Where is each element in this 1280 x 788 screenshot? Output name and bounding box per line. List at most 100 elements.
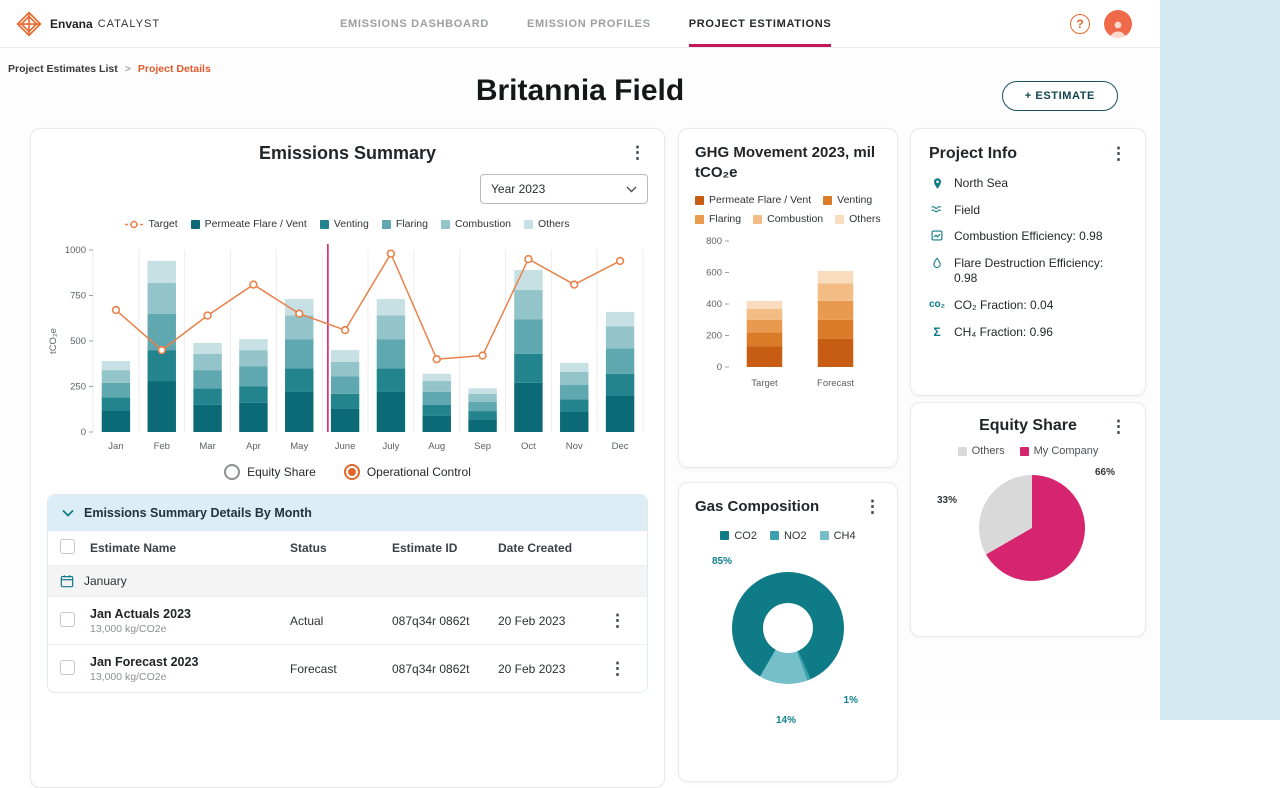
col-date-created: Date Created <box>498 541 573 555</box>
row-kebab-icon[interactable]: ⋮ <box>609 659 626 678</box>
main-nav: EMISSIONS DASHBOARD EMISSION PROFILES PR… <box>340 0 832 47</box>
radio-equity-share[interactable]: Equity Share <box>224 464 316 480</box>
svg-text:Feb: Feb <box>154 441 170 452</box>
legend-target: Target <box>125 218 178 230</box>
svg-text:Target: Target <box>751 378 778 389</box>
row-checkbox[interactable] <box>60 659 75 675</box>
gas-composition-title: Gas Composition <box>695 498 820 515</box>
radio-circle-icon <box>224 464 241 480</box>
emissions-legend: Target Permeate Flare / Vent Venting Fla… <box>47 218 648 230</box>
nav-project-estimations[interactable]: PROJECT ESTIMATIONS <box>688 0 832 47</box>
table-header-row: Estimate Name Status Estimate ID Date Cr… <box>48 531 647 565</box>
legend-venting: Venting <box>823 194 872 206</box>
info-item-ch4-fraction: Σ CH₄ Fraction: 0.96 <box>929 325 1127 341</box>
breadcrumb: Project Estimates List > Project Details <box>8 63 211 75</box>
legend-permeate-flare-vent: Permeate Flare / Vent <box>190 218 307 230</box>
flare-destruction-icon <box>929 256 945 270</box>
chevron-down-icon <box>62 509 74 517</box>
svg-text:Apr: Apr <box>246 441 261 452</box>
brand-name: Envana <box>50 16 93 31</box>
svg-text:400: 400 <box>706 299 722 310</box>
breadcrumb-project-details[interactable]: Project Details <box>137 63 211 75</box>
sigma-icon: Σ <box>933 324 941 339</box>
legend-no2: NO2 <box>769 530 807 542</box>
donut-hole <box>763 602 813 653</box>
table-row[interactable]: Jan Forecast 2023 13,000 kg/CO2e Forecas… <box>48 644 647 692</box>
nav-emissions-dashboard[interactable]: EMISSIONS DASHBOARD <box>340 17 489 30</box>
details-collapse-header[interactable]: Emissions Summary Details By Month <box>48 495 647 531</box>
equity-share-card: Equity Share ⋮ Others My Company 66% 33% <box>910 402 1146 637</box>
ghg-movement-title: GHG Movement 2023, mil tCO₂e <box>695 144 876 181</box>
info-item-co2-fraction: co₂ CO₂ Fraction: 0.04 <box>928 297 1054 312</box>
gas-composition-card: Gas Composition ⋮ CO2 NO2 CH4 85% 1% 14% <box>678 482 898 782</box>
legend-co2: CO2 <box>720 530 757 542</box>
legend-others: Others <box>957 445 1005 457</box>
kebab-menu-icon[interactable]: ⋮ <box>1110 417 1127 436</box>
legend-permeate-flare-vent: Permeate Flare / Vent <box>695 194 811 206</box>
calendar-icon <box>60 575 74 588</box>
breadcrumb-separator: > <box>124 63 131 75</box>
emissions-summary-chart: 0 250 500 750 1000 Jan Feb Mar Apr May June July Aug… <box>48 244 644 452</box>
month-group-january[interactable]: January <box>48 565 647 596</box>
co2-icon: co₂ <box>928 298 946 310</box>
location-pin-icon <box>929 176 945 191</box>
ghg-movement-card: GHG Movement 2023, mil tCO₂e Permeate Fl… <box>678 128 898 468</box>
add-estimate-button[interactable]: + ESTIMATE <box>1001 81 1118 111</box>
table-row[interactable]: Jan Actuals 2023 13,000 kg/CO2e Actual 0… <box>48 596 647 644</box>
field-icon <box>929 203 945 215</box>
emissions-summary-card: Emissions Summary ⋮ Year 2023 Target Per… <box>30 128 665 788</box>
svg-text:July: July <box>382 441 399 452</box>
brand[interactable]: Envana CATALYST <box>0 10 230 37</box>
svg-text:Sep: Sep <box>474 441 491 452</box>
kebab-menu-icon[interactable]: ⋮ <box>629 143 646 162</box>
donut-label-ch4: 14% <box>776 714 797 726</box>
kebab-menu-icon[interactable]: ⋮ <box>864 497 881 517</box>
legend-combustion: Combustion <box>440 218 511 230</box>
page-title: Britannia Field <box>475 74 685 107</box>
svg-text:May: May <box>290 441 308 452</box>
svg-text:0: 0 <box>81 427 86 438</box>
col-estimate-name: Estimate Name <box>90 541 177 555</box>
select-all-checkbox[interactable] <box>60 539 75 554</box>
svg-text:Aug: Aug <box>428 441 445 452</box>
ownership-radio-group: Equity Share Operational Control <box>47 464 648 480</box>
svg-text:500: 500 <box>70 336 86 347</box>
nav-emission-profiles[interactable]: EMISSION PROFILES <box>526 17 651 30</box>
target-line-icon <box>125 220 144 228</box>
gas-legend: CO2 NO2 CH4 <box>695 530 881 542</box>
radio-operational-control[interactable]: Operational Control <box>343 464 471 480</box>
help-icon[interactable]: ? <box>1070 13 1090 34</box>
app-window: Envana CATALYST EMISSIONS DASHBOARD EMIS… <box>0 0 1160 720</box>
equity-share-chart: 66% 33% <box>927 465 1131 591</box>
avatar[interactable] <box>1104 9 1132 38</box>
col-status: Status <box>290 541 327 555</box>
svg-text:250: 250 <box>70 382 86 393</box>
breadcrumb-project-estimates-list[interactable]: Project Estimates List <box>8 63 118 75</box>
project-info-list: North Sea Field Combustion Efficiency: 0… <box>929 176 1127 340</box>
legend-flaring: Flaring <box>381 218 428 230</box>
kebab-menu-icon[interactable]: ⋮ <box>1110 144 1127 163</box>
donut-label-no2: 1% <box>843 694 858 706</box>
chevron-down-icon <box>626 186 637 192</box>
row-kebab-icon[interactable]: ⋮ <box>609 611 626 630</box>
ghg-movement-chart: 0 200 400 600 800 Target Forecast <box>706 236 854 389</box>
col-estimate-id: Estimate ID <box>392 541 458 555</box>
project-info-title: Project Info <box>929 145 1018 162</box>
year-filter-select[interactable]: Year 2023 <box>480 174 648 204</box>
equity-legend: Others My Company <box>927 445 1129 457</box>
info-item-field: Field <box>929 203 1127 219</box>
row-checkbox[interactable] <box>60 611 75 627</box>
project-info-card: Project Info ⋮ North Sea Field Combust <box>910 128 1146 396</box>
donut-label-co2: 85% <box>712 555 733 567</box>
legend-venting: Venting <box>319 218 369 230</box>
person-icon <box>1110 21 1126 38</box>
donut-chart <box>732 571 844 684</box>
svg-text:tCO₂e: tCO₂e <box>48 328 59 354</box>
svg-text:200: 200 <box>706 331 722 342</box>
info-item-combustion-efficiency: Combustion Efficiency: 0.98 <box>929 229 1127 245</box>
legend-others: Others <box>524 218 570 230</box>
radio-selected-icon <box>343 464 360 480</box>
details-table: Emissions Summary Details By Month Estim… <box>47 494 648 693</box>
emissions-summary-title: Emissions Summary <box>258 143 437 163</box>
svg-text:800: 800 <box>706 236 722 247</box>
